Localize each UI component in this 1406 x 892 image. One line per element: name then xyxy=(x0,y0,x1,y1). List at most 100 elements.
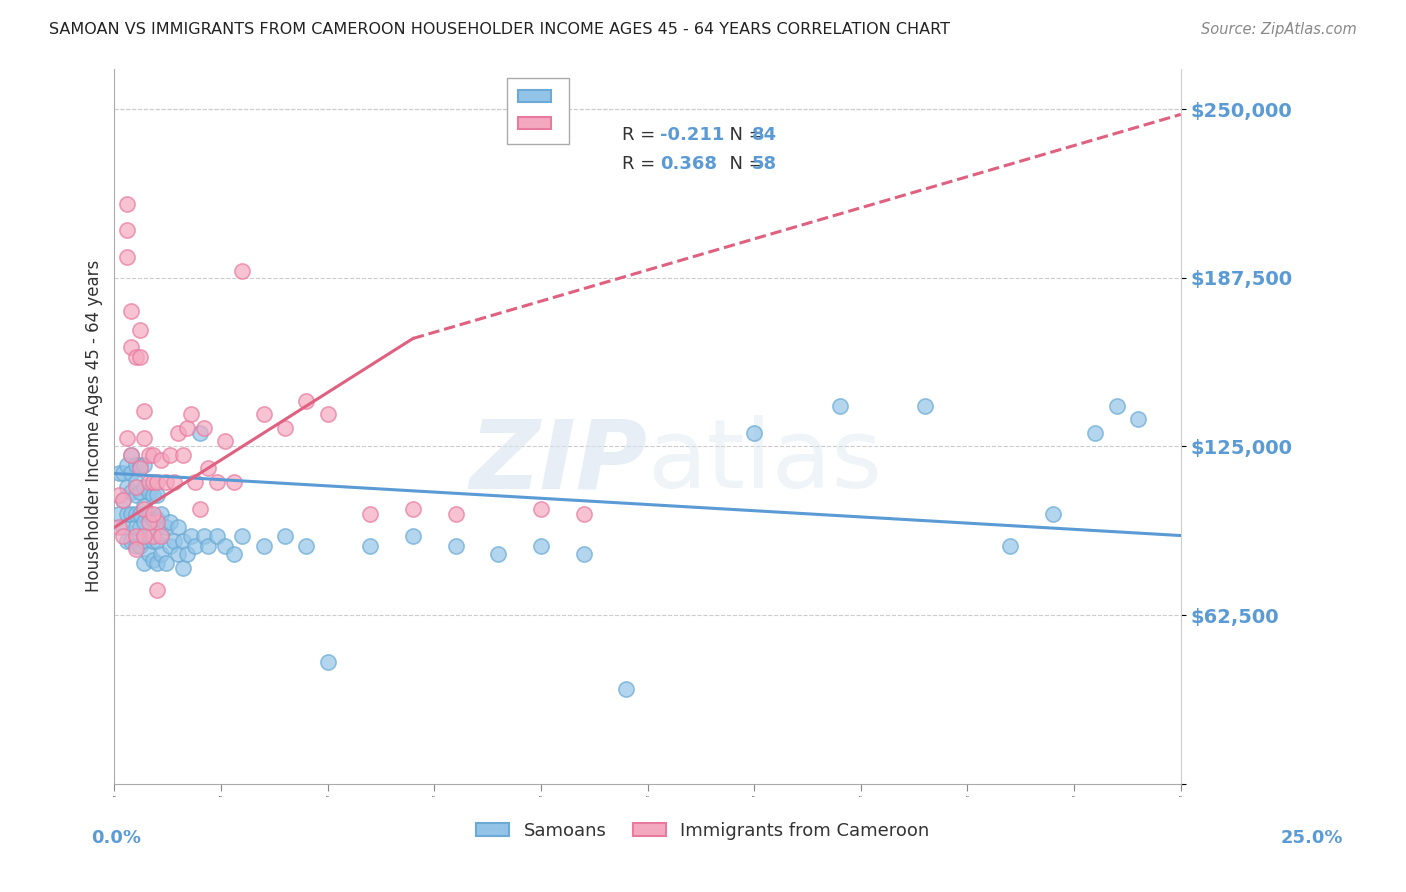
Point xyxy=(115,223,138,237)
Point xyxy=(274,528,297,542)
Text: 0.368: 0.368 xyxy=(659,155,717,173)
Point xyxy=(121,485,143,500)
Point xyxy=(295,539,318,553)
Point xyxy=(134,556,156,570)
Point xyxy=(111,467,134,481)
Point xyxy=(253,539,276,553)
Point xyxy=(129,461,152,475)
Point xyxy=(142,528,165,542)
Point xyxy=(176,420,198,434)
Point xyxy=(150,548,173,562)
Point xyxy=(111,493,134,508)
Point xyxy=(107,507,129,521)
Point xyxy=(111,520,134,534)
Point xyxy=(134,501,156,516)
Point xyxy=(205,528,228,542)
Point xyxy=(222,548,245,562)
Point xyxy=(231,264,253,278)
Point xyxy=(188,501,211,516)
Point xyxy=(134,431,156,445)
Point xyxy=(155,520,177,534)
Point xyxy=(129,458,152,473)
Text: 58: 58 xyxy=(751,155,776,173)
Point xyxy=(115,196,138,211)
Point xyxy=(121,448,143,462)
Point xyxy=(180,407,202,421)
Point xyxy=(172,448,194,462)
Text: -0.211: -0.211 xyxy=(659,126,724,144)
Point xyxy=(121,467,143,481)
Point xyxy=(742,425,765,440)
Point xyxy=(134,404,156,418)
Point xyxy=(193,528,215,542)
Point xyxy=(914,399,936,413)
Point xyxy=(572,548,595,562)
Point xyxy=(214,434,236,448)
Point xyxy=(134,533,156,548)
Point xyxy=(205,475,228,489)
Point xyxy=(115,507,138,521)
Point xyxy=(111,493,134,508)
Point xyxy=(1084,425,1107,440)
Point xyxy=(125,539,148,553)
Point xyxy=(146,488,169,502)
Point xyxy=(125,351,148,365)
Point xyxy=(402,501,425,516)
Point xyxy=(142,488,165,502)
Point xyxy=(142,507,165,521)
Point xyxy=(146,515,169,529)
Point xyxy=(121,533,143,548)
Point xyxy=(134,480,156,494)
Point xyxy=(129,485,152,500)
Point xyxy=(295,393,318,408)
Point xyxy=(172,561,194,575)
Text: Source: ZipAtlas.com: Source: ZipAtlas.com xyxy=(1201,22,1357,37)
Point xyxy=(316,407,339,421)
Text: 0.0%: 0.0% xyxy=(91,829,142,847)
Point xyxy=(197,539,219,553)
Point xyxy=(142,448,165,462)
Point xyxy=(121,507,143,521)
Point xyxy=(125,475,148,489)
Point xyxy=(138,448,160,462)
Point xyxy=(1126,412,1149,426)
Point xyxy=(146,475,169,489)
Point xyxy=(614,682,637,697)
Point xyxy=(138,485,160,500)
Point xyxy=(167,425,190,440)
Legend: Samoans, Immigrants from Cameroon: Samoans, Immigrants from Cameroon xyxy=(470,815,936,847)
Point xyxy=(150,507,173,521)
Point xyxy=(138,548,160,562)
Point xyxy=(138,475,160,489)
Point xyxy=(107,467,129,481)
Point xyxy=(125,507,148,521)
Point xyxy=(167,548,190,562)
Point xyxy=(146,512,169,526)
Point xyxy=(115,480,138,494)
Point xyxy=(163,475,186,489)
Point xyxy=(155,475,177,489)
Point xyxy=(129,520,152,534)
Point xyxy=(359,507,381,521)
Text: N =: N = xyxy=(717,126,769,144)
Point xyxy=(163,533,186,548)
Point xyxy=(188,425,211,440)
Point xyxy=(150,525,173,540)
Point xyxy=(111,528,134,542)
Point xyxy=(121,448,143,462)
Point xyxy=(125,520,148,534)
Point xyxy=(134,499,156,513)
Point xyxy=(222,475,245,489)
Point xyxy=(150,453,173,467)
Point xyxy=(402,528,425,542)
Point xyxy=(197,461,219,475)
Point xyxy=(444,539,467,553)
Text: N =: N = xyxy=(717,155,769,173)
Point xyxy=(486,548,509,562)
Point xyxy=(134,528,156,542)
Point xyxy=(998,539,1021,553)
Text: R =: R = xyxy=(621,155,661,173)
Point xyxy=(1042,507,1064,521)
Point xyxy=(134,515,156,529)
Point xyxy=(150,528,173,542)
